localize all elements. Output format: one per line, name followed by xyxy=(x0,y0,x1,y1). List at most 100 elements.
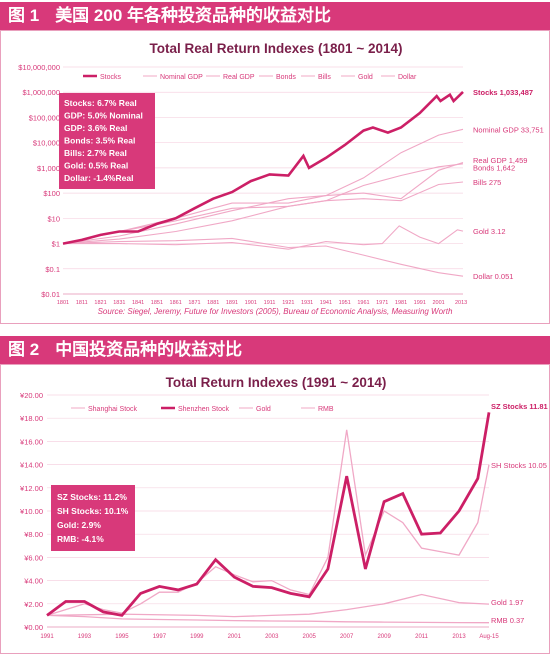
chart2-y-tick-label: ¥6.00 xyxy=(24,553,43,562)
chart2-x-tick-label: 2007 xyxy=(340,634,354,640)
chart2-y-tick-label: ¥14.00 xyxy=(20,461,43,470)
chart2-end-label-shenzhen-stock: SZ Stocks 11.81 xyxy=(491,402,548,411)
chart1-x-tick-label: 1821 xyxy=(94,300,106,306)
chart2-y-tick-label: ¥2.00 xyxy=(24,600,43,609)
chart1-y-tick-label: $0.01 xyxy=(41,290,60,299)
chart1-end-label-real-gdp: Real GDP 1,459 xyxy=(473,156,527,165)
figure1-banner-title: 美国 200 年各种投资品种的收益对比 xyxy=(55,6,331,25)
figure2-number: 图 2 xyxy=(8,340,40,359)
chart1-x-tick-label: 1951 xyxy=(339,300,351,306)
chart1-x-tick-label: 1871 xyxy=(188,300,200,306)
chart1-annotation-line: Bills: 2.7% Real xyxy=(64,148,127,158)
chart2-legend-label-shenzhen-stock: Shenzhen Stock xyxy=(178,406,229,413)
chart1-x-tick-label: 1841 xyxy=(132,300,144,306)
chart2-annotation-box-bg xyxy=(51,485,135,551)
chart1-source: Source: Siegel, Jeremy, Future for Inves… xyxy=(98,307,453,316)
figure2-banner-title: 中国投资品种的收益对比 xyxy=(55,340,243,359)
chart1-end-label-bills: Bills 275 xyxy=(473,178,501,187)
chart2-axes: ¥0.00 ¥2.00 ¥4.00 ¥6.00 ¥8.00 ¥10.00 ¥12.00 ¥14… xyxy=(20,391,499,640)
chart1-svg: Total Real Return Indexes (1801 ~ 2014) … xyxy=(18,41,544,316)
chart1-y-tick-label: $10 xyxy=(47,214,60,223)
chart2-line-rmb xyxy=(46,614,490,624)
chart1-lines xyxy=(62,90,464,277)
chart1-x-tick-label: 1811 xyxy=(76,300,88,306)
chart2-legend-label-shanghai-stock: Shanghai Stock xyxy=(88,406,138,413)
chart1-y-tick-label: $10,000,000 xyxy=(18,63,60,72)
chart1-x-tick-label: 2001 xyxy=(432,300,444,306)
chart2-x-tick-label: 2013 xyxy=(452,634,466,640)
chart1-line-dollar xyxy=(62,237,464,277)
chart1-annotation-line: GDP: 3.6% Real xyxy=(64,123,127,133)
chart1-annotation-line: Gold: 0.5% Real xyxy=(64,161,128,171)
figure1-number: 图 1 xyxy=(8,6,40,25)
chart1-line-stocks xyxy=(62,90,464,245)
chart2-y-tick-label: ¥18.00 xyxy=(20,414,43,423)
figure1-banner: 图 1 美国 200 年各种投资品种的收益对比 xyxy=(0,2,550,30)
figure1-frame: Total Real Return Indexes (1801 ~ 2014) … xyxy=(0,30,550,324)
chart1-legend-label-bonds: Bonds xyxy=(276,74,296,81)
chart2-x-tick-label: 2009 xyxy=(377,634,391,640)
chart2-annotation-line: RMB: -4.1% xyxy=(57,534,104,544)
chart1-x-tick-label: 2013 xyxy=(455,300,467,306)
chart2-lines xyxy=(46,412,491,624)
chart2-x-tick-label: 2011 xyxy=(415,634,429,640)
chart1-y-tick-label: $1,000,000 xyxy=(22,88,60,97)
chart2-y-tick-label: ¥16.00 xyxy=(20,437,43,446)
chart2-line-shanghai-stock xyxy=(46,429,490,617)
chart2-end-label-rmb: RMB 0.37 xyxy=(491,616,524,625)
chart1-x-tick-label: 1901 xyxy=(245,300,257,306)
chart2-y-tick-label: ¥12.00 xyxy=(20,484,43,493)
chart2-line-gold xyxy=(46,593,490,618)
chart1-end-label-gold: Gold 3.12 xyxy=(473,227,506,236)
chart1-annotation-line: Dollar: -1.4%Real xyxy=(64,173,133,183)
chart1-x-tick-label: 1861 xyxy=(170,300,182,306)
chart1-end-labels: Stocks 1,033,487 Nominal GDP 33,751 Real G… xyxy=(473,88,544,281)
chart1-legend-label-real-gdp: Real GDP xyxy=(223,74,255,81)
chart2-annotation-box: SZ Stocks: 11.2% SH Stocks: 10.1% Gold: 2.… xyxy=(51,485,135,551)
chart2-annotation-line: SZ Stocks: 11.2% xyxy=(57,492,127,502)
chart2-x-tick-label: 2005 xyxy=(303,634,317,640)
chart2-x-tick-label: Aug-15 xyxy=(479,634,499,640)
chart2-x-tick-label: 2001 xyxy=(228,634,242,640)
chart1-annotation-line: Bonds: 3.5% Real xyxy=(64,136,135,146)
chart2-legend-label-rmb: RMB xyxy=(318,406,334,413)
chart1-line-bills xyxy=(62,181,464,245)
chart1-annotation-line: Stocks: 6.7% Real xyxy=(64,98,137,108)
chart2-x-tick-label: 1995 xyxy=(115,634,129,640)
chart1-line-gold xyxy=(63,225,464,250)
chart1-x-tick-label: 1891 xyxy=(226,300,238,306)
chart1-x-tick-label: 1931 xyxy=(301,300,313,306)
chart2-svg: Total Return Indexes (1991 ~ 2014) ¥0.00… xyxy=(20,375,548,640)
chart2-y-tick-label: ¥4.00 xyxy=(24,577,43,586)
chart1-x-tick-label: 1801 xyxy=(57,300,69,306)
chart2-x-tick-label: 2003 xyxy=(265,634,279,640)
chart1-y-tick-label: $1 xyxy=(52,240,60,249)
chart1-line-bonds xyxy=(62,161,464,245)
chart2-y-tick-label: ¥8.00 xyxy=(24,530,43,539)
chart1-end-label-stocks: Stocks 1,033,487 xyxy=(473,88,533,97)
chart2-end-labels: SH Stocks 10.05 SZ Stocks 11.81 Gold 1.97 R… xyxy=(491,402,548,625)
chart1-legend-label-gold: Gold xyxy=(358,74,373,81)
chart1-y-tick-label: $100,000 xyxy=(29,113,60,122)
chart1-annotation-box: Stocks: 6.7% Real GDP: 5.0% Nominal GDP: 3… xyxy=(59,93,155,189)
chart2-annotation-line: Gold: 2.9% xyxy=(57,520,101,530)
chart2-title: Total Return Indexes (1991 ~ 2014) xyxy=(166,375,387,390)
chart2-end-label-gold: Gold 1.97 xyxy=(491,598,524,607)
chart2-x-tick-label: 1991 xyxy=(40,634,54,640)
chart2-annotation-line: SH Stocks: 10.1% xyxy=(57,506,129,516)
chart2-x-tick-label: 1997 xyxy=(153,634,167,640)
chart2-y-tick-label: ¥0.00 xyxy=(24,623,43,632)
chart1-x-tick-label: 1991 xyxy=(414,300,426,306)
chart1-x-tick-label: 1971 xyxy=(376,300,388,306)
chart1-title: Total Real Return Indexes (1801 ~ 2014) xyxy=(150,41,403,56)
chart1-legend: Stocks Nominal GDP Real GDP Bonds Bills Gold D… xyxy=(83,74,417,81)
chart2-end-label-shanghai-stock: SH Stocks 10.05 xyxy=(491,461,547,470)
chart2-legend: Shanghai Stock Shenzhen Stock Gold RMB xyxy=(71,406,334,413)
chart1-y-tick-label: $1,000 xyxy=(37,164,60,173)
chart1-x-tick-label: 1981 xyxy=(395,300,407,306)
chart1-x-tick-label: 1831 xyxy=(113,300,125,306)
chart2-legend-label-gold: Gold xyxy=(256,406,271,413)
chart1-legend-label-nominal-gdp: Nominal GDP xyxy=(160,74,203,81)
chart1-annotation-box-bg xyxy=(59,93,155,189)
figure2-banner: 图 2 中国投资品种的收益对比 xyxy=(0,336,550,364)
